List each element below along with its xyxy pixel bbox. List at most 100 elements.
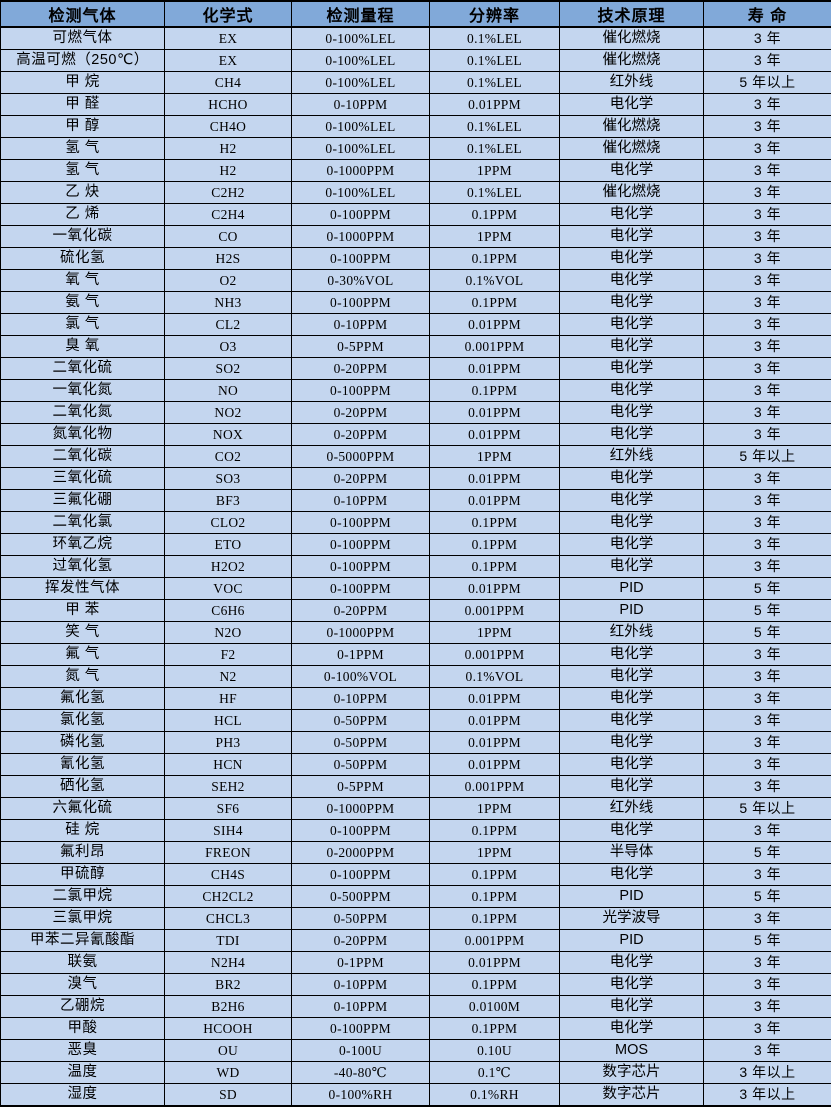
cell-lifetime: 5 年以上 bbox=[704, 72, 831, 94]
cell-resolution: 0.1%LEL bbox=[430, 72, 560, 94]
cell-lifetime: 5 年 bbox=[704, 886, 831, 908]
cell-chemical-formula: NOX bbox=[165, 424, 292, 446]
cell-detected-gas: 六氟化硫 bbox=[1, 798, 165, 820]
cell-technology: 电化学 bbox=[560, 358, 704, 380]
cell-chemical-formula: SD bbox=[165, 1084, 292, 1107]
cell-resolution: 0.1%LEL bbox=[430, 182, 560, 204]
cell-technology: 电化学 bbox=[560, 776, 704, 798]
cell-technology: 催化燃烧 bbox=[560, 116, 704, 138]
cell-chemical-formula: N2 bbox=[165, 666, 292, 688]
cell-resolution: 0.1PPM bbox=[430, 556, 560, 578]
cell-resolution: 0.1%RH bbox=[430, 1084, 560, 1107]
column-header-chemical-formula: 化学式 bbox=[165, 1, 292, 27]
cell-detected-gas: 磷化氢 bbox=[1, 732, 165, 754]
cell-chemical-formula: NO bbox=[165, 380, 292, 402]
cell-detection-range: 0-1000PPM bbox=[292, 160, 430, 182]
cell-technology: 催化燃烧 bbox=[560, 182, 704, 204]
cell-resolution: 0.01PPM bbox=[430, 402, 560, 424]
cell-technology: 电化学 bbox=[560, 974, 704, 996]
cell-technology: 电化学 bbox=[560, 292, 704, 314]
cell-detection-range: 0-10PPM bbox=[292, 314, 430, 336]
cell-detection-range: 0-50PPM bbox=[292, 754, 430, 776]
cell-resolution: 0.01PPM bbox=[430, 688, 560, 710]
cell-chemical-formula: SEH2 bbox=[165, 776, 292, 798]
cell-resolution: 0.1PPM bbox=[430, 820, 560, 842]
cell-detected-gas: 二氧化碳 bbox=[1, 446, 165, 468]
cell-technology: 电化学 bbox=[560, 710, 704, 732]
cell-lifetime: 3 年 bbox=[704, 424, 831, 446]
cell-resolution: 0.1PPM bbox=[430, 248, 560, 270]
cell-lifetime: 3 年 bbox=[704, 1040, 831, 1062]
cell-resolution: 1PPM bbox=[430, 160, 560, 182]
cell-lifetime: 3 年 bbox=[704, 644, 831, 666]
cell-chemical-formula: SO3 bbox=[165, 468, 292, 490]
cell-technology: PID bbox=[560, 600, 704, 622]
cell-detected-gas: 氟 气 bbox=[1, 644, 165, 666]
cell-resolution: 0.1%VOL bbox=[430, 666, 560, 688]
cell-lifetime: 3 年 bbox=[704, 94, 831, 116]
cell-detected-gas: 氯化氢 bbox=[1, 710, 165, 732]
cell-resolution: 1PPM bbox=[430, 798, 560, 820]
cell-chemical-formula: FREON bbox=[165, 842, 292, 864]
cell-chemical-formula: H2 bbox=[165, 160, 292, 182]
cell-detection-range: 0-100PPM bbox=[292, 292, 430, 314]
cell-detected-gas: 一氧化碳 bbox=[1, 226, 165, 248]
cell-detected-gas: 甲硫醇 bbox=[1, 864, 165, 886]
cell-technology: 电化学 bbox=[560, 160, 704, 182]
cell-technology: 电化学 bbox=[560, 226, 704, 248]
cell-technology: 电化学 bbox=[560, 556, 704, 578]
cell-lifetime: 3 年 bbox=[704, 380, 831, 402]
cell-detected-gas: 三氧化硫 bbox=[1, 468, 165, 490]
cell-detection-range: 0-100PPM bbox=[292, 380, 430, 402]
cell-detected-gas: 温度 bbox=[1, 1062, 165, 1084]
cell-lifetime: 3 年 bbox=[704, 292, 831, 314]
cell-chemical-formula: SO2 bbox=[165, 358, 292, 380]
cell-chemical-formula: H2O2 bbox=[165, 556, 292, 578]
cell-detected-gas: 硅 烷 bbox=[1, 820, 165, 842]
cell-chemical-formula: OU bbox=[165, 1040, 292, 1062]
cell-technology: 电化学 bbox=[560, 534, 704, 556]
cell-detection-range: 0-20PPM bbox=[292, 402, 430, 424]
cell-lifetime: 3 年 bbox=[704, 182, 831, 204]
cell-chemical-formula: ETO bbox=[165, 534, 292, 556]
cell-lifetime: 5 年以上 bbox=[704, 446, 831, 468]
cell-detection-range: 0-100PPM bbox=[292, 820, 430, 842]
cell-technology: 半导体 bbox=[560, 842, 704, 864]
cell-technology: 电化学 bbox=[560, 644, 704, 666]
cell-resolution: 0.10U bbox=[430, 1040, 560, 1062]
table-header: 检测气体 化学式 检测量程 分辨率 技术原理 寿 命 bbox=[1, 1, 831, 27]
cell-detected-gas: 湿度 bbox=[1, 1084, 165, 1107]
cell-resolution: 1PPM bbox=[430, 226, 560, 248]
cell-chemical-formula: N2H4 bbox=[165, 952, 292, 974]
cell-detected-gas: 硒化氢 bbox=[1, 776, 165, 798]
cell-detected-gas: 笑 气 bbox=[1, 622, 165, 644]
cell-lifetime: 3 年 bbox=[704, 138, 831, 160]
cell-lifetime: 3 年 bbox=[704, 358, 831, 380]
cell-lifetime: 5 年 bbox=[704, 930, 831, 952]
cell-resolution: 0.1%LEL bbox=[430, 138, 560, 160]
cell-chemical-formula: WD bbox=[165, 1062, 292, 1084]
cell-detection-range: 0-10PPM bbox=[292, 974, 430, 996]
cell-detection-range: 0-20PPM bbox=[292, 600, 430, 622]
cell-technology: 电化学 bbox=[560, 204, 704, 226]
cell-resolution: 0.01PPM bbox=[430, 952, 560, 974]
cell-resolution: 0.1PPM bbox=[430, 380, 560, 402]
cell-lifetime: 3 年以上 bbox=[704, 1084, 831, 1107]
cell-detected-gas: 二氧化硫 bbox=[1, 358, 165, 380]
cell-detected-gas: 一氧化氮 bbox=[1, 380, 165, 402]
cell-technology: 电化学 bbox=[560, 1018, 704, 1040]
cell-technology: 电化学 bbox=[560, 468, 704, 490]
cell-detection-range: 0-5PPM bbox=[292, 776, 430, 798]
cell-detected-gas: 臭 氧 bbox=[1, 336, 165, 358]
